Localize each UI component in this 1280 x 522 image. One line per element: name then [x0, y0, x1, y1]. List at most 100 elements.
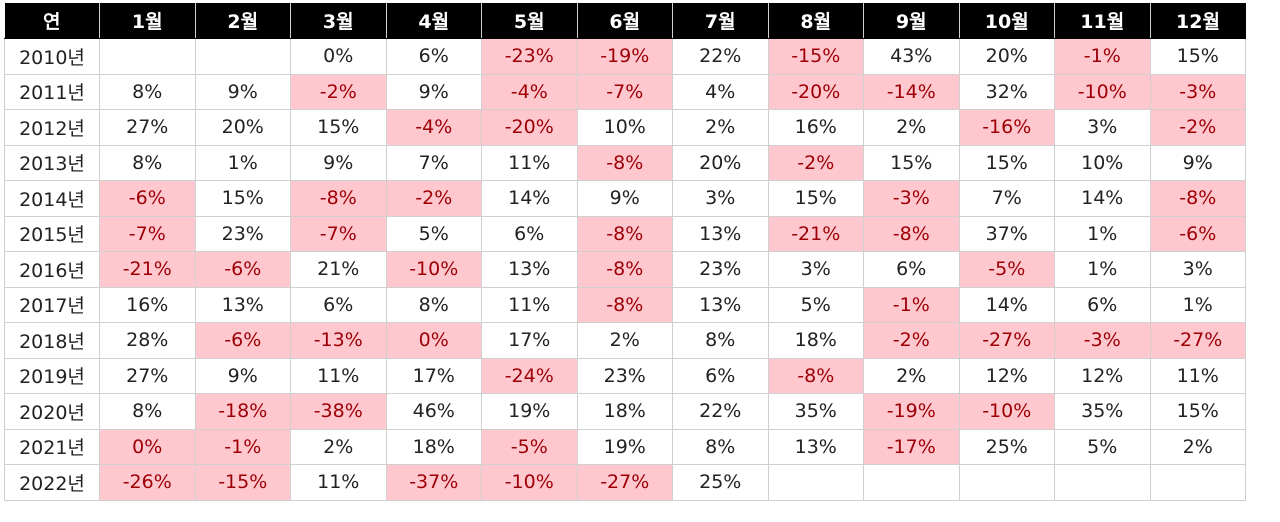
header-month-8: 8월: [767, 3, 864, 39]
value-cell: 15%: [767, 180, 864, 217]
value-cell: -16%: [958, 109, 1055, 146]
value-cell: 18%: [767, 322, 864, 359]
value-cell: 9%: [194, 357, 291, 394]
table-row: 2022년 -26% -15% 11% -37% -10% -27% 25%: [4, 464, 1246, 501]
value-cell: -15%: [767, 38, 864, 75]
value-cell: 17%: [385, 357, 482, 394]
value-cell: 13%: [481, 251, 578, 288]
value-cell: -7%: [99, 215, 196, 252]
value-cell: -3%: [1054, 322, 1151, 359]
value-cell: -19%: [576, 38, 673, 75]
value-cell: 8%: [99, 144, 196, 181]
value-cell: 15%: [1149, 393, 1246, 430]
value-cell: -1%: [194, 428, 291, 465]
value-cell: 3%: [672, 180, 769, 217]
value-cell: 23%: [672, 251, 769, 288]
value-cell: 23%: [576, 357, 673, 394]
value-cell: 9%: [1149, 144, 1246, 181]
value-cell: 25%: [672, 464, 769, 501]
value-cell: -2%: [385, 180, 482, 217]
table-row: 2021년 0% -1% 2% 18% -5% 19% 8% 13% -17% 25% 5% 2%: [4, 428, 1246, 465]
value-cell: 5%: [1054, 428, 1151, 465]
monthly-returns-table: 연 1월 2월 3월 4월 5월 6월 7월 8월 9월 10월 11월 12월 2010년 0% 6% -2…: [4, 3, 1246, 501]
value-cell: 1%: [194, 144, 291, 181]
value-cell: 15%: [194, 180, 291, 217]
header-month-11: 11월: [1054, 3, 1151, 39]
value-cell: 11%: [481, 144, 578, 181]
table-row: 2010년 0% 6% -23% -19% 22% -15% 43% 20% -1% 15%: [4, 38, 1246, 75]
value-cell: -1%: [1054, 38, 1151, 75]
value-cell: 13%: [672, 215, 769, 252]
value-cell: [99, 38, 196, 75]
value-cell: 8%: [99, 393, 196, 430]
value-cell: -20%: [767, 73, 864, 110]
table-row: 2020년 8% -18% -38% 46% 19% 18% 22% 35% -19% -10% 35…: [4, 393, 1246, 430]
value-cell: 13%: [672, 286, 769, 323]
value-cell: 11%: [290, 464, 387, 501]
value-cell: 9%: [194, 73, 291, 110]
value-cell: 2%: [863, 109, 960, 146]
header-month-9: 9월: [863, 3, 960, 39]
value-cell: 19%: [576, 428, 673, 465]
value-cell: 46%: [385, 393, 482, 430]
year-cell: 2018년: [4, 322, 100, 359]
value-cell: 12%: [1054, 357, 1151, 394]
year-cell: 2017년: [4, 286, 100, 323]
value-cell: -2%: [290, 73, 387, 110]
value-cell: 9%: [385, 73, 482, 110]
header-month-10: 10월: [958, 3, 1055, 39]
value-cell: 10%: [576, 109, 673, 146]
value-cell: -23%: [481, 38, 578, 75]
table-row: 2013년 8% 1% 9% 7% 11% -8% 20% -2% 15% 15% 10% 9%: [4, 144, 1246, 181]
year-cell: 2019년: [4, 357, 100, 394]
value-cell: -18%: [194, 393, 291, 430]
value-cell: -17%: [863, 428, 960, 465]
value-cell: 35%: [1054, 393, 1151, 430]
value-cell: 22%: [672, 38, 769, 75]
header-month-7: 7월: [672, 3, 769, 39]
value-cell: -14%: [863, 73, 960, 110]
value-cell: 12%: [958, 357, 1055, 394]
value-cell: 0%: [99, 428, 196, 465]
value-cell: -2%: [1149, 109, 1246, 146]
year-cell: 2021년: [4, 428, 100, 465]
value-cell: -10%: [385, 251, 482, 288]
value-cell: -6%: [99, 180, 196, 217]
value-cell: -10%: [481, 464, 578, 501]
value-cell: -24%: [481, 357, 578, 394]
value-cell: -19%: [863, 393, 960, 430]
value-cell: [767, 464, 864, 501]
table-row: 2017년 16% 13% 6% 8% 11% -8% 13% 5% -1% 14% 6% 1%: [4, 286, 1246, 323]
value-cell: 2%: [672, 109, 769, 146]
value-cell: -8%: [767, 357, 864, 394]
value-cell: 14%: [1054, 180, 1151, 217]
value-cell: -20%: [481, 109, 578, 146]
header-month-5: 5월: [481, 3, 578, 39]
value-cell: -5%: [481, 428, 578, 465]
table-row: 2014년 -6% 15% -8% -2% 14% 9% 3% 15% -3% 7% 14% -8%: [4, 180, 1246, 217]
table-row: 2012년 27% 20% 15% -4% -20% 10% 2% 16% 2% -16% 3% -2%: [4, 109, 1246, 146]
header-month-2: 2월: [194, 3, 291, 39]
value-cell: 11%: [1149, 357, 1246, 394]
header-month-4: 4월: [385, 3, 482, 39]
year-cell: 2015년: [4, 215, 100, 252]
value-cell: -21%: [99, 251, 196, 288]
value-cell: -27%: [958, 322, 1055, 359]
value-cell: [863, 464, 960, 501]
value-cell: -8%: [290, 180, 387, 217]
table-row: 2018년 28% -6% -13% 0% 17% 2% 8% 18% -2% -27% -3% -27…: [4, 322, 1246, 359]
value-cell: -6%: [194, 322, 291, 359]
value-cell: 15%: [290, 109, 387, 146]
value-cell: -5%: [958, 251, 1055, 288]
value-cell: 27%: [99, 357, 196, 394]
value-cell: -15%: [194, 464, 291, 501]
value-cell: 43%: [863, 38, 960, 75]
value-cell: -6%: [194, 251, 291, 288]
value-cell: 37%: [958, 215, 1055, 252]
value-cell: 3%: [1149, 251, 1246, 288]
value-cell: 19%: [481, 393, 578, 430]
value-cell: 14%: [481, 180, 578, 217]
value-cell: -21%: [767, 215, 864, 252]
value-cell: 2%: [290, 428, 387, 465]
value-cell: 4%: [672, 73, 769, 110]
